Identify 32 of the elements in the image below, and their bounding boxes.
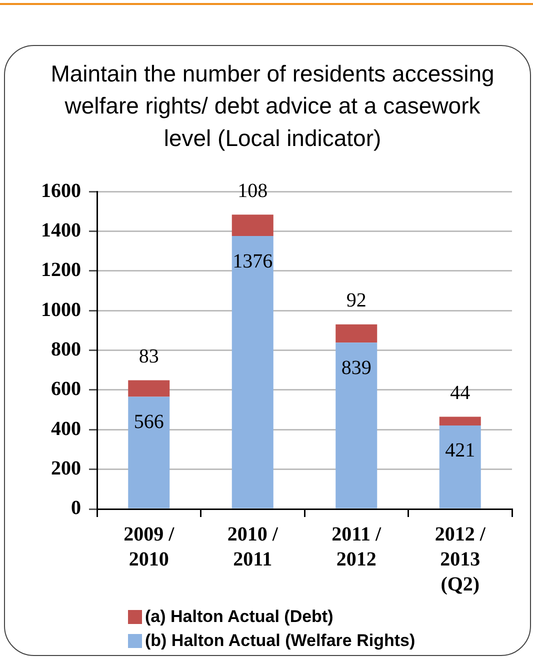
data-label: 839: [341, 356, 372, 379]
data-label: 566: [134, 410, 164, 433]
x-tick-label: 2012 / 2013 (Q2): [434, 524, 486, 596]
bar: [439, 425, 481, 508]
chart-title: Maintain the number of residents accessing welfare rights/ debt advice at a casework level (Local indicator): [50, 60, 494, 151]
bar: [336, 324, 378, 343]
bar: [128, 380, 170, 397]
y-tick-label: 600: [51, 378, 81, 400]
legend-label: (b) Halton Actual (Welfare Rights): [145, 631, 416, 651]
bar: [232, 236, 274, 508]
bar: [232, 214, 274, 236]
data-label: 92: [346, 290, 366, 312]
data-label: 1376: [232, 250, 273, 272]
x-tick-label: 2009 / 2010: [124, 524, 175, 571]
bar: [336, 342, 378, 508]
data-label: 421: [445, 440, 476, 462]
y-tick-label: 1000: [41, 298, 81, 321]
data-label: 108: [238, 180, 268, 202]
legend-label: (a) Halton Actual (Debt): [145, 607, 334, 627]
x-tick-label: 2011 / 2012: [332, 524, 382, 571]
y-tick-label: 1600: [41, 180, 81, 202]
x-tick-label: 2010 / 2011: [227, 524, 278, 571]
data-label: 83: [138, 346, 159, 368]
y-tick-label: 0: [71, 497, 81, 520]
y-tick-label: 800: [51, 338, 81, 360]
bar: [439, 416, 481, 426]
data-label: 44: [450, 382, 470, 404]
y-tick-label: 400: [51, 418, 81, 440]
y-tick-label: 1200: [41, 259, 81, 282]
y-tick-label: 200: [51, 457, 81, 480]
bar: [128, 396, 170, 508]
y-tick-label: 1400: [41, 219, 81, 242]
